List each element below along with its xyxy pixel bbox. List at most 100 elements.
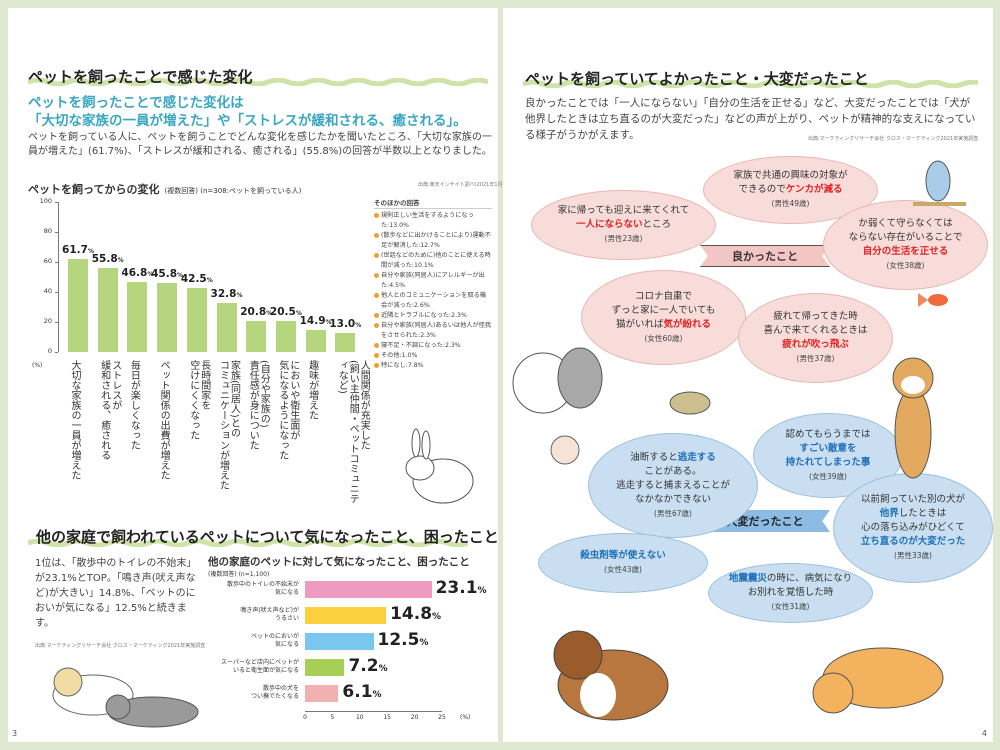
x-tick-label: 0 [303, 714, 307, 721]
chart1-title: ペットを飼ってからの変化 [28, 183, 160, 196]
bar-value: 23.1 [435, 578, 478, 598]
body-text: 良かったことでは「一人にならない」「自分の生活を正せる」など、大変だったことでは… [525, 97, 976, 141]
bar-value-label: 13.0% [325, 318, 365, 330]
section-title: ペットを飼ったことで感じた変化 [28, 68, 253, 86]
bar-unit: % [432, 612, 442, 622]
y-tick-mark [55, 352, 58, 353]
comment-text-part: 疲れて帰ってきた時 喜んで来てくれるときは [763, 311, 868, 336]
comment-text-part: 油断すると [630, 451, 678, 463]
other-answer-item: その他:1.0% [374, 351, 492, 361]
bar-value-label: 45.8% [147, 268, 187, 280]
x-category-label: 人間関係が充実した (飼い主仲間・ペットコミュニティなど) [336, 360, 370, 504]
bar-unit: % [147, 270, 154, 278]
comment-text-part: コロナ自粛で ずっと家に一人でいても 猫がいれば [611, 290, 716, 330]
comment-text-part: ことがある。 逃走すると捕まえることが なかなかできない [616, 465, 730, 505]
section2-body: 1位は、「散歩中のトイレの不始末」が23.1%とTOP。「鳴き声(吠え声など)が… [35, 558, 197, 629]
good-comment-bubble: 家に帰っても迎えに来てくれて 一人にならないところ (男性23歳) [531, 190, 716, 260]
hedgehog-illustration [669, 391, 711, 415]
y-tick-label: 100 [39, 197, 52, 205]
bar-value-label: 42.5% [177, 273, 217, 285]
chart1-heading: ペットを飼ってからの変化 (複数回答) (n=308:ペットを飼っている人) [28, 178, 301, 197]
other-answer-item: 他人とのコミュニケーションを取る機会が減った:2.6% [374, 291, 492, 311]
other-answer-item: 自分や家族(同居人)にアレルギーが出た:4.5% [374, 271, 492, 291]
x-category-label: 家族(同居人)との コミュニケーションが増えた [217, 360, 240, 490]
bar [335, 332, 356, 352]
bar-unit: % [87, 248, 94, 256]
comment-highlight: 逃走する [677, 451, 716, 463]
right-page: ペットを飼っていてよかったこと・大変だったこと 良かったことでは「一人にならない… [503, 8, 993, 742]
commenter-info: (女性31歳) [771, 602, 810, 611]
rabbit-illustration [405, 428, 474, 504]
bar-value: 20.8 [240, 305, 267, 318]
bar-value: 14.8 [390, 604, 433, 624]
bar-unit: % [372, 690, 382, 700]
bar-value-label: 20.5% [266, 306, 306, 318]
x-category-label: 長時間家を 空けにくくなった [187, 360, 210, 440]
good-comment-bubble: コロナ自粛で ずっと家に一人でいても 猫がいれば気が紛れる (女性60歳) [581, 270, 746, 365]
goldfish-illustration [918, 293, 948, 307]
y-tick-mark [55, 262, 58, 263]
bar-value: 20.5 [269, 306, 296, 319]
x-category-label: 毎日が楽しくなった [128, 360, 140, 450]
comment-text: か弱くて守らなくては ならない存在がいることで 自分の生活を正せる [849, 217, 963, 259]
hamster-illustration [550, 435, 580, 465]
y-axis-line [58, 202, 59, 352]
x-axis-line [305, 711, 442, 712]
bar [97, 268, 118, 352]
comment-text-part: か弱くて守らなくては ならない存在がいることで [848, 218, 963, 243]
other-answer-item: (世話などのために)他のことに使える時間が減った:10.1% [374, 251, 492, 271]
y-tick-mark [55, 232, 58, 233]
other-answer-item: (散歩などに出かけることにより)運動不足が解消した:12.7% [374, 231, 492, 251]
comment-highlight: すごい敵意を 持たれてしまった事 [785, 442, 871, 468]
y-tick-mark [55, 322, 58, 323]
bar [275, 321, 296, 352]
section-title: ペットを飼っていてよかったこと・大変だったこと [525, 70, 869, 88]
x-category-label: ペット関係の出費が増えた [158, 360, 170, 480]
bar-value-label: 20.8% [236, 306, 276, 318]
comment-highlight: 自分の生活を正せる [862, 246, 949, 257]
chart-pet-changes: 0 20 40 60 80 100 (%) 61.7% 大切な家族の一員が増えた 55.8% ストレ… [8, 8, 369, 518]
bar-value-label: 46.8% [117, 267, 157, 279]
bad-comment-bubble: 地震震災の時に、病気になり お別れを覚悟した時 (女性31歳) [708, 563, 873, 623]
bar-value: 46.8 [121, 266, 148, 279]
bar-value-label: 55.8% [88, 253, 128, 265]
comment-text: 認めてもらうまでは すごい敵意を 持たれてしまった事 [785, 428, 870, 470]
chart1-note: (複数回答) (n=308:ペットを飼っている人) [164, 187, 302, 195]
bar-unit: % [295, 310, 302, 318]
category-label: 鳴き声(吠え声など)が うるさい [240, 607, 299, 622]
bar [157, 283, 178, 352]
comment-text: 以前飼っていた別の犬が 他界したときは 心の落ち込みがひどくて 立ち直るのが大変… [861, 493, 966, 549]
bar-value: 13.0 [329, 317, 356, 330]
bar [305, 685, 339, 702]
bar-unit: % [419, 638, 429, 648]
bar-unit: % [236, 291, 243, 299]
bar-value-label: 14.8% [390, 604, 441, 624]
bar-unit: % [378, 664, 388, 674]
y-tick-label: 20 [43, 317, 52, 325]
good-things-label: 良かったこと [700, 245, 830, 267]
bar-value: 6.1 [342, 682, 373, 702]
chart2-note: (複数回答) (n=1,100) [208, 571, 270, 578]
lead-text: ペットを飼ったことで感じた変化は 「大切な家族の一員が増えた」や「ストレスが緩和… [28, 95, 467, 129]
section2-title: 他の家庭で飼われているペットについて気になったこと、困ったこと [36, 528, 499, 546]
comment-text: 地震震災の時に、病気になり お別れを覚悟した時 [729, 572, 852, 600]
other-answer-item: 特になし:7.8% [374, 361, 492, 371]
comment-highlight: 気が紛れる [663, 318, 712, 330]
commenter-info: (男性67歳) [654, 508, 692, 518]
tabby-cat-illustration [812, 647, 944, 714]
bar [246, 320, 267, 352]
bar-value-label: 61.7% [58, 244, 98, 256]
commenter-info: (男性33歳) [894, 551, 932, 560]
collie-dog-illustration [553, 630, 669, 721]
other-answers-title: そのほかの回答 [374, 198, 492, 209]
commenter-info: (女性43歳) [604, 565, 642, 574]
other-answer-item: 自分や家族(同居人)あるいは他人が怪我をさせられた:2.3% [374, 321, 492, 341]
wave-underline [28, 78, 488, 86]
bar-unit: % [266, 309, 273, 317]
chart2-title: 他の家庭のペットに対して気になったこと、困ったこと [208, 556, 470, 568]
y-tick-label: 0 [47, 347, 52, 355]
comment-text-part: 家に帰っても迎えに来てくれて [557, 205, 690, 216]
comment-text: 殺虫剤等が使えない [580, 549, 666, 563]
bar-value: 14.9 [299, 314, 326, 327]
bar [216, 302, 237, 352]
